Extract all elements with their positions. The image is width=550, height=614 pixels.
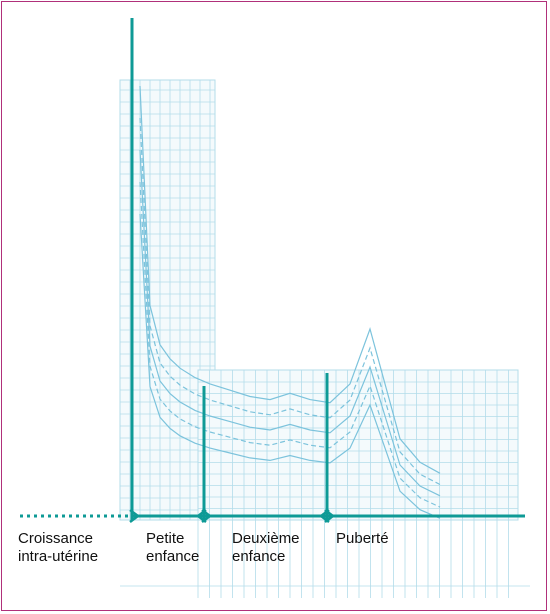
arrow-head: [201, 509, 213, 523]
growth-curves: [139, 85, 441, 519]
phase-dividers: [130, 18, 329, 520]
percentile-curve: [139, 149, 441, 497]
percentile-curve: [139, 117, 441, 486]
grid-lower-panel: [120, 369, 530, 598]
arrow-head: [129, 509, 141, 523]
percentile-curve: [139, 213, 441, 519]
phase-label-deuxieme-enfance: Deuxième enfance: [232, 530, 300, 565]
phase-arrows: [20, 509, 525, 523]
phase-label-intra-uterine: Croissance intra-utérine: [18, 530, 99, 565]
phase-label-petite-enfance: Petite enfance: [146, 530, 200, 565]
percentile-curve: [139, 85, 441, 474]
lower-grid-border: [197, 369, 519, 521]
percentile-curve: [139, 181, 441, 508]
phase-label-puberte: Puberté: [336, 530, 389, 547]
arrow-head: [324, 509, 336, 523]
